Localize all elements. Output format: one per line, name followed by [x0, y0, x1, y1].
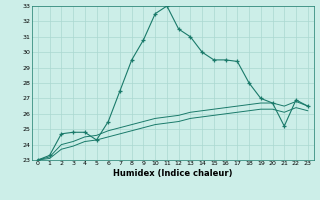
X-axis label: Humidex (Indice chaleur): Humidex (Indice chaleur) [113, 169, 233, 178]
